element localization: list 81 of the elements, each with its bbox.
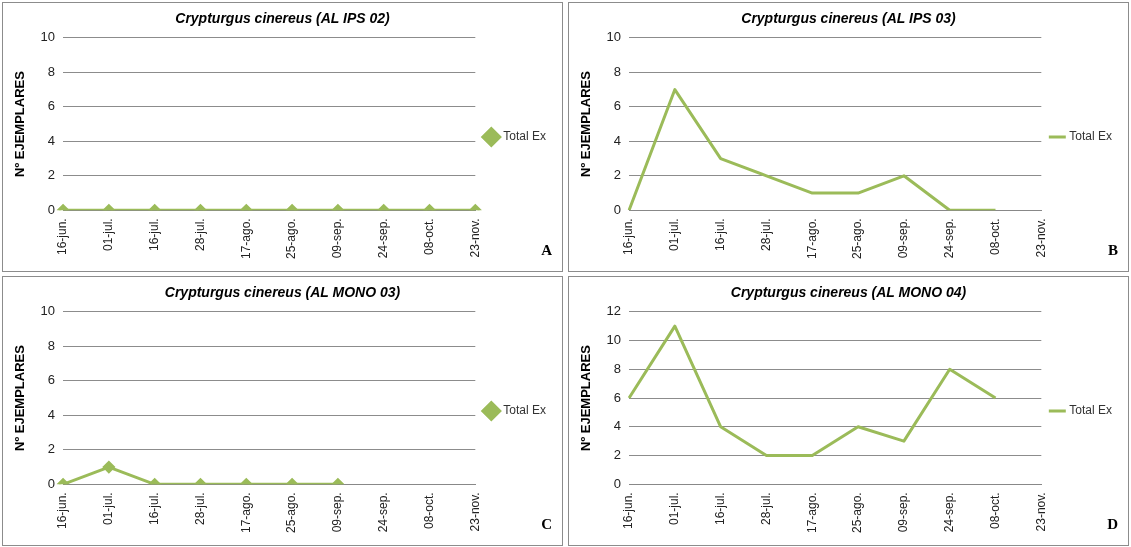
x-tick-label: 24-sep. [942, 492, 957, 533]
x-tick-label: 24-sep. [376, 218, 391, 259]
y-tick-label: 8 [47, 63, 56, 79]
x-tick-label: 17-ago. [804, 218, 819, 259]
x-tick-label: 16-jun. [55, 218, 70, 255]
legend-label: Total Ex [503, 129, 546, 144]
y-tick-label: 8 [47, 337, 56, 353]
legend-label: Total Ex [1069, 403, 1112, 418]
x-tick-label: 01-jul. [101, 218, 116, 251]
x-tick-label: 09-sep. [896, 492, 911, 533]
x-tick-label: 08-oct. [421, 218, 436, 255]
y-tick-label: 0 [47, 201, 56, 217]
y-tick-label: 2 [613, 447, 622, 463]
legend-label: Total Ex [503, 403, 546, 418]
y-tick-label: 4 [613, 418, 622, 434]
chart-title: Crypturgus cinereus (AL MONO 03) [164, 284, 401, 301]
y-tick-label: 6 [613, 98, 622, 114]
x-tick-label: 24-sep. [942, 218, 957, 259]
x-tick-label: 16-jun. [621, 492, 636, 529]
y-tick-label: 10 [40, 303, 56, 319]
y-axis-title: Nº EJEMPLARES [12, 70, 28, 177]
x-tick-label: 09-sep. [330, 492, 345, 533]
y-tick-label: 10 [606, 29, 622, 45]
y-tick-label: 10 [40, 29, 56, 45]
x-tick-label: 17-ago. [238, 492, 253, 533]
x-tick-label: 16-jun. [55, 492, 70, 529]
y-tick-label: 10 [606, 332, 622, 348]
x-tick-label: 08-oct. [987, 492, 1002, 529]
text: A [541, 242, 553, 259]
x-tick-label: 16-jul. [146, 218, 161, 251]
x-tick-label: 01-jul. [667, 218, 682, 251]
x-tick-label: 28-jul. [758, 218, 773, 251]
x-tick-label: 25-ago. [284, 218, 299, 259]
x-tick-label: 01-jul. [101, 492, 116, 525]
y-tick-label: 4 [613, 132, 622, 148]
x-tick-label: 23-nov. [467, 492, 482, 532]
x-tick-label: 23-nov. [1033, 218, 1048, 258]
x-tick-label: 08-oct. [987, 218, 1002, 255]
x-tick-label: 16-jul. [712, 218, 727, 251]
x-tick-label: 09-sep. [896, 218, 911, 259]
y-tick-label: 12 [606, 303, 622, 319]
y-axis-title: Nº EJEMPLARES [578, 344, 594, 451]
x-tick-label: 28-jul. [192, 492, 207, 525]
x-tick-label: 28-jul. [758, 492, 773, 525]
x-tick-label: 08-oct. [421, 492, 436, 529]
x-tick-label: 16-jun. [621, 218, 636, 255]
y-tick-label: 0 [613, 475, 622, 491]
x-tick-label: 28-jul. [192, 218, 207, 251]
x-tick-label: 17-ago. [804, 492, 819, 533]
y-tick-label: 6 [47, 98, 56, 114]
y-tick-label: 4 [47, 132, 56, 148]
x-tick-label: 24-sep. [376, 492, 391, 533]
x-tick-label: 23-nov. [1033, 492, 1048, 532]
chart-title: Crypturgus cinereus (AL IPS 02) [175, 10, 391, 27]
y-tick-label: 2 [47, 167, 56, 183]
x-tick-label: 25-ago. [850, 492, 865, 533]
text: C [541, 516, 552, 533]
x-tick-label: 01-jul. [667, 492, 682, 525]
x-tick-label: 25-ago. [850, 218, 865, 259]
text: D [1107, 516, 1119, 533]
chart-title: Crypturgus cinereus (AL IPS 03) [741, 10, 957, 27]
y-tick-label: 8 [613, 360, 622, 376]
y-tick-label: 0 [613, 201, 622, 217]
chart-title: Crypturgus cinereus (AL MONO 04) [730, 284, 967, 301]
y-tick-label: 6 [47, 372, 56, 388]
y-axis-title: Nº EJEMPLARES [578, 70, 594, 177]
y-tick-label: 0 [47, 475, 56, 491]
x-tick-label: 09-sep. [330, 218, 345, 259]
legend-label: Total Ex [1069, 129, 1112, 144]
x-tick-label: 16-jul. [146, 492, 161, 525]
y-tick-label: 4 [47, 406, 56, 422]
x-tick-label: 17-ago. [238, 218, 253, 259]
y-tick-label: 6 [613, 389, 622, 405]
x-tick-label: 25-ago. [284, 492, 299, 533]
x-tick-label: 23-nov. [467, 218, 482, 258]
text: B [1107, 242, 1118, 259]
y-tick-label: 2 [613, 167, 622, 183]
y-tick-label: 8 [613, 63, 622, 79]
y-tick-label: 2 [47, 441, 56, 457]
x-tick-label: 16-jul. [712, 492, 727, 525]
y-axis-title: Nº EJEMPLARES [12, 344, 28, 451]
